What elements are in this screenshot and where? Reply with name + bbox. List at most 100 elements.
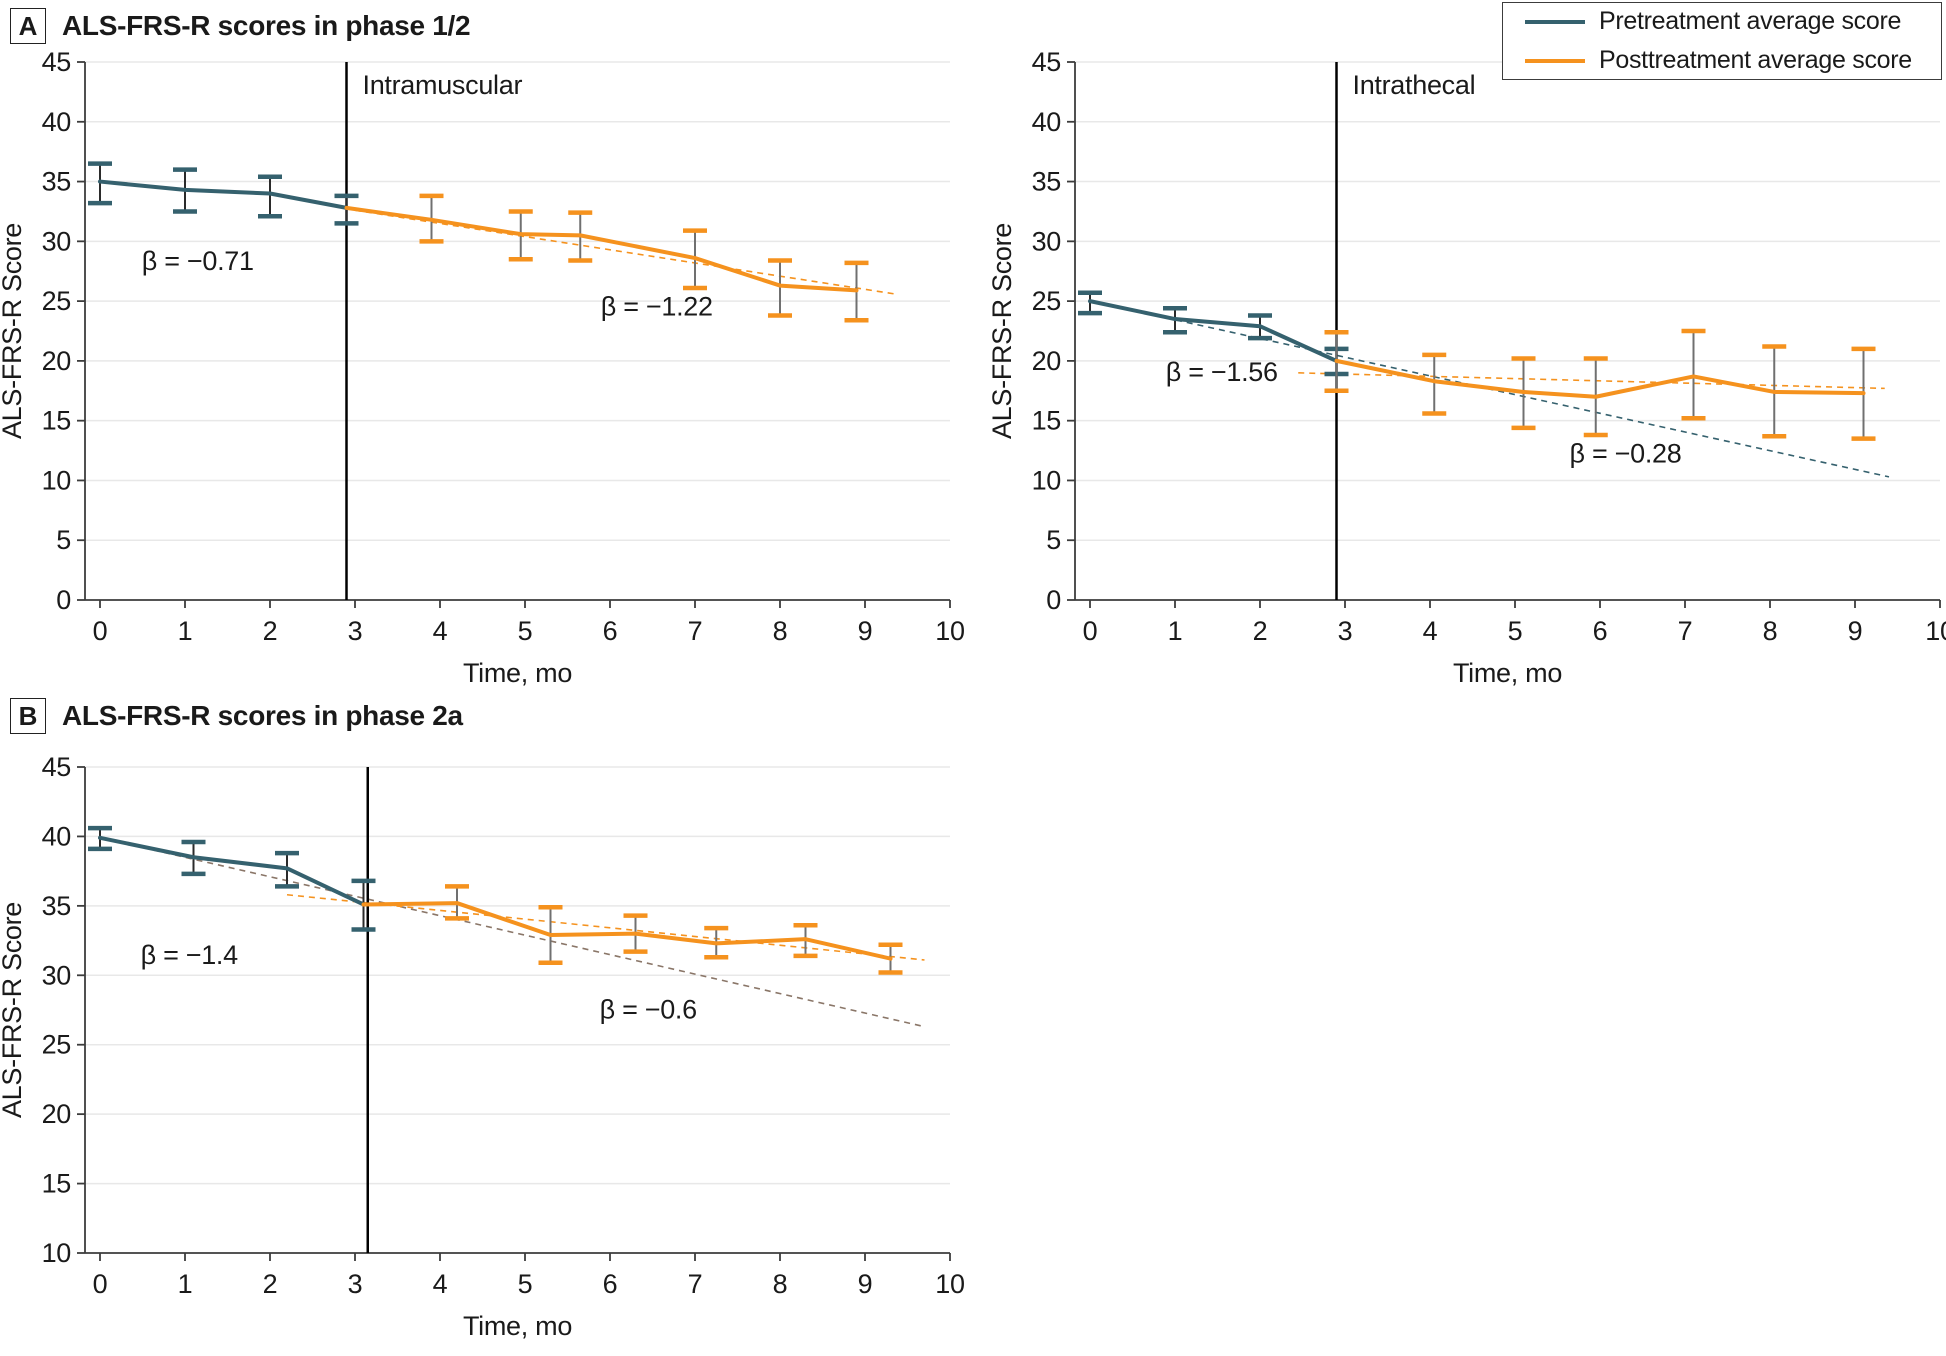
y-tick-label: 0 bbox=[1046, 585, 1061, 615]
x-tick-label: 8 bbox=[773, 1269, 788, 1299]
pretreatment-series bbox=[88, 825, 376, 932]
x-tick-label: 6 bbox=[603, 616, 618, 646]
x-tick-label: 9 bbox=[858, 1269, 873, 1299]
x-tick-label: 7 bbox=[688, 1269, 703, 1299]
y-tick-label: 30 bbox=[42, 226, 71, 256]
gridlines bbox=[1075, 61, 1940, 541]
x-tick-label: 9 bbox=[858, 616, 873, 646]
x-tick-label: 7 bbox=[1678, 616, 1693, 646]
y-tick-label: 15 bbox=[1032, 406, 1061, 436]
y-tick-label: 30 bbox=[42, 960, 71, 990]
panel-b-tag: B bbox=[10, 698, 46, 734]
posttreatment-line bbox=[344, 205, 859, 293]
x-tick-label: 3 bbox=[1338, 616, 1353, 646]
y-tick-label: 25 bbox=[1032, 286, 1061, 316]
x-axis-title: Time, mo bbox=[1453, 658, 1562, 688]
y-tick-label: 40 bbox=[42, 107, 71, 137]
y-tick-label: 25 bbox=[42, 1030, 71, 1060]
pretreatment-series bbox=[88, 161, 359, 226]
y-tick-label: 30 bbox=[1032, 226, 1061, 256]
y-tick-label: 35 bbox=[42, 167, 71, 197]
posttreatment-line bbox=[361, 901, 893, 961]
posttreatment-trend-dashed-line bbox=[1298, 372, 1885, 390]
x-tick-label: 8 bbox=[1763, 616, 1778, 646]
x-tick-label: 3 bbox=[348, 1269, 363, 1299]
x-tick-label: 0 bbox=[93, 1269, 108, 1299]
panel-a-tag: A bbox=[10, 8, 46, 44]
treatment-route-label: Intramuscular bbox=[363, 70, 523, 100]
x-tick-label: 5 bbox=[518, 1269, 533, 1299]
legend-row-pretreatment: Pretreatment average score bbox=[1503, 7, 1941, 36]
chart-intramuscular: 0 5 10 15 20 25 30 35 40 45 0 1 2 3 4 5 6 7 8 9 10 Intramuscu… bbox=[0, 0, 973, 690]
x-tick-label: 4 bbox=[1423, 616, 1438, 646]
x-tick-label: 0 bbox=[1083, 616, 1098, 646]
pretreatment-legend-label: Pretreatment average score bbox=[1599, 7, 1902, 35]
x-tick-label: 4 bbox=[433, 616, 448, 646]
treatment-route-label: Intrathecal bbox=[1353, 70, 1476, 100]
pretreatment-line bbox=[98, 179, 349, 210]
y-tick-label: 10 bbox=[42, 1238, 71, 1268]
y-tick-label: 35 bbox=[1032, 167, 1061, 197]
trend-lines bbox=[99, 837, 925, 1028]
y-tick-label: 5 bbox=[1046, 525, 1061, 555]
x-tick-label: 0 bbox=[93, 616, 108, 646]
y-tick-label: 15 bbox=[42, 1169, 71, 1199]
posttreatment-trend-dashed-line bbox=[286, 893, 925, 961]
posttreatment-line-swatch bbox=[1525, 58, 1585, 63]
trend-lines bbox=[354, 209, 895, 295]
x-tick-label: 10 bbox=[935, 1269, 964, 1299]
y-tick-label: 0 bbox=[56, 585, 71, 615]
y-axis-title: ALS-FRS-R Score bbox=[0, 223, 27, 439]
y-axis-title: ALS-FRS-R Score bbox=[0, 902, 27, 1118]
panel-b-title: ALS-FRS-R scores in phase 2a bbox=[62, 700, 463, 731]
pretreatment-line bbox=[98, 835, 366, 907]
posttreatment-series bbox=[361, 884, 903, 975]
y-tick-label: 40 bbox=[1032, 107, 1061, 137]
legend-row-posttreatment: Posttreatment average score bbox=[1503, 46, 1941, 75]
posttreatment-trend-dashed-line bbox=[354, 209, 895, 295]
x-tick-label: 2 bbox=[263, 616, 278, 646]
y-tick-label: 25 bbox=[42, 286, 71, 316]
beta-annotation: β = −1.4 bbox=[141, 940, 238, 970]
y-tick-label: 45 bbox=[42, 47, 71, 77]
y-tick-label: 5 bbox=[56, 525, 71, 555]
y-tick-label: 45 bbox=[1032, 47, 1061, 77]
gridlines bbox=[85, 766, 950, 1185]
posttreatment-legend-label: Posttreatment average score bbox=[1599, 46, 1912, 74]
pretreatment-line bbox=[1088, 299, 1339, 363]
chart-intrathecal: 051015202530354045012345678910Intratheca… bbox=[973, 0, 1946, 690]
y-tick-label: 20 bbox=[42, 1099, 71, 1129]
beta-annotation: β = −0.71 bbox=[142, 246, 254, 276]
panel-a-title: ALS-FRS-R scores in phase 1/2 bbox=[62, 10, 471, 41]
x-tick-label: 6 bbox=[603, 1269, 618, 1299]
panel-b-header: B ALS-FRS-R scores in phase 2a bbox=[10, 698, 463, 734]
x-tick-label: 9 bbox=[1848, 616, 1863, 646]
y-tick-label: 45 bbox=[42, 752, 71, 782]
x-tick-label: 6 bbox=[1593, 616, 1608, 646]
x-tick-label: 1 bbox=[1168, 616, 1183, 646]
x-tick-label: 8 bbox=[773, 616, 788, 646]
y-axis-title: ALS-FRS-R Score bbox=[987, 223, 1017, 439]
beta-annotation: β = −0.6 bbox=[600, 994, 697, 1024]
x-tick-label: 2 bbox=[263, 1269, 278, 1299]
x-axis-title: Time, mo bbox=[463, 1311, 572, 1341]
y-tick-label: 20 bbox=[1032, 346, 1061, 376]
y-tick-label: 10 bbox=[1032, 465, 1061, 495]
beta-annotation: β = −1.56 bbox=[1166, 357, 1278, 387]
beta-annotation: β = −0.28 bbox=[1570, 439, 1682, 469]
y-tick-label: 20 bbox=[42, 346, 71, 376]
x-tick-label: 3 bbox=[348, 616, 363, 646]
x-tick-label: 7 bbox=[688, 616, 703, 646]
x-tick-label: 10 bbox=[1925, 616, 1946, 646]
y-tick-label: 35 bbox=[42, 891, 71, 921]
x-tick-label: 4 bbox=[433, 1269, 448, 1299]
x-tick-label: 1 bbox=[178, 616, 193, 646]
y-tick-label: 15 bbox=[42, 406, 71, 436]
x-tick-label: 10 bbox=[935, 616, 964, 646]
x-tick-label: 5 bbox=[518, 616, 533, 646]
x-tick-label: 5 bbox=[1508, 616, 1523, 646]
